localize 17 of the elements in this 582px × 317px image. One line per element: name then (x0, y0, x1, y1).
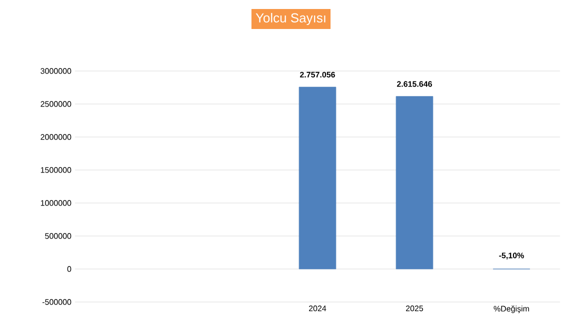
bar (298, 86, 336, 270)
x-tick-label: %Değişim (494, 306, 529, 314)
y-tick-label: 1500000 (40, 167, 72, 173)
data-label: 2.615.646 (396, 81, 432, 87)
x-tick-label: 2025 (406, 306, 424, 312)
y-tick-label: 0 (67, 266, 72, 272)
y-tick-label: 2000000 (40, 134, 72, 140)
data-label: -5,10% (499, 252, 524, 260)
y-tick-label: 1000000 (40, 200, 72, 206)
x-tick-label: 2024 (309, 306, 326, 312)
y-tick-label: 3000000 (40, 68, 72, 74)
data-label: 2.757.056 (300, 72, 335, 78)
bar (396, 96, 434, 270)
y-tick-label: 500000 (45, 233, 72, 239)
y-tick-label: -500000 (42, 299, 72, 305)
y-tick-label: 2500000 (40, 101, 72, 107)
chart-title: Yolcu Sayısı (256, 12, 326, 26)
